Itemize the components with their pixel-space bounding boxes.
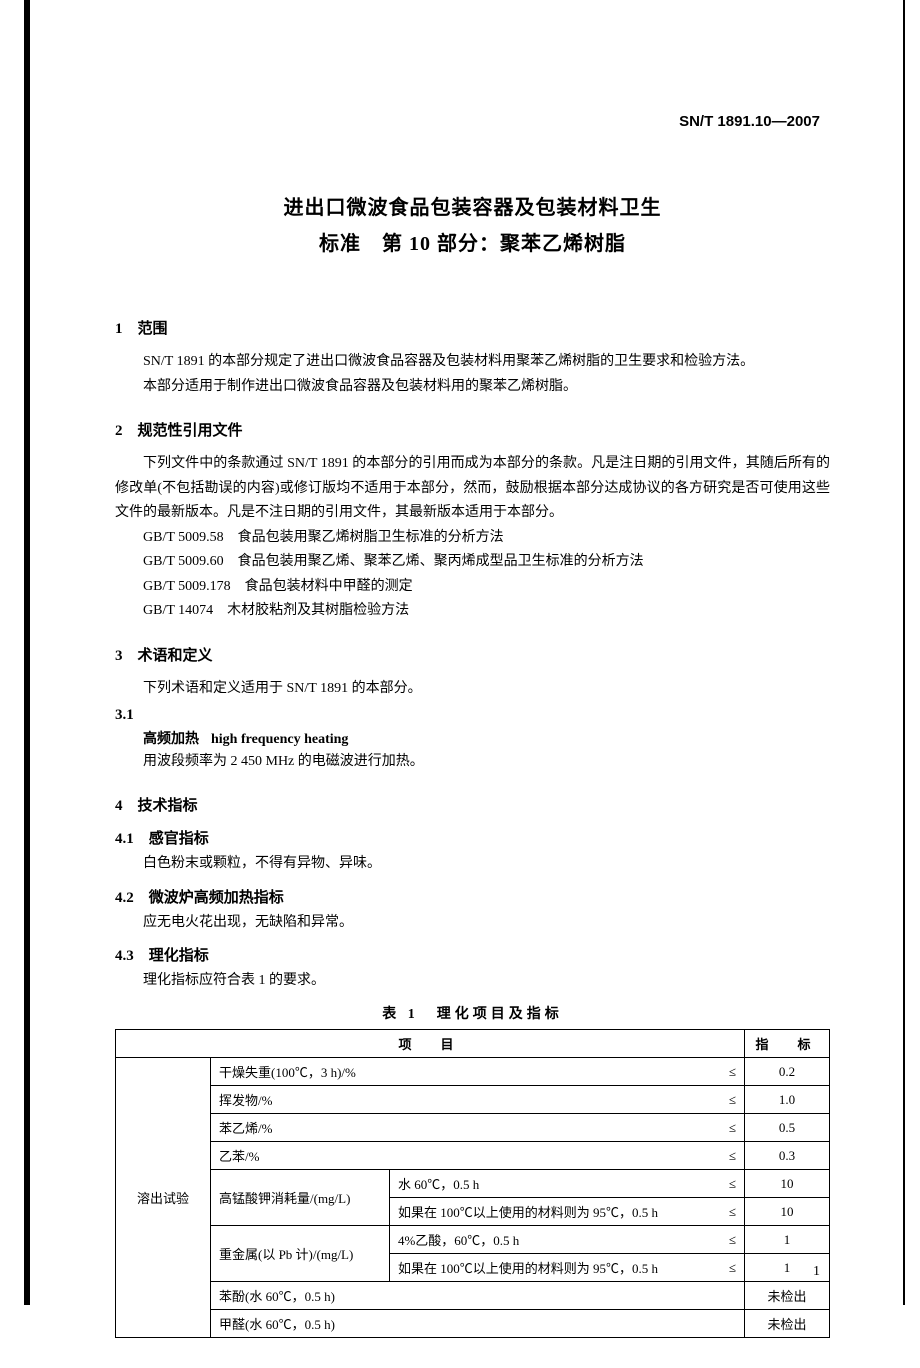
section-4-3-para: 理化指标应符合表 1 的要求。: [115, 969, 830, 993]
table-row: 乙苯/% ≤ 0.3: [116, 1142, 830, 1170]
value-cell: 0.3: [745, 1142, 830, 1170]
reference-4: GB/T 14074 木材胶粘剂及其树脂检验方法: [115, 599, 830, 624]
item-cell: 甲醛(水 60℃，0.5 h): [211, 1310, 745, 1338]
section-3-heading: 3 术语和定义: [115, 644, 830, 665]
value-cell: 10: [745, 1198, 830, 1226]
section-3-para-1: 下列术语和定义适用于 SN/T 1891 的本部分。: [115, 677, 830, 702]
operator-cell: ≤: [717, 1114, 745, 1142]
group-cell: 重金属(以 Pb 计)/(mg/L): [211, 1226, 390, 1282]
condition-cell: 水 60℃，0.5 h: [389, 1170, 716, 1198]
operator-cell: ≤: [717, 1142, 745, 1170]
reference-1: GB/T 5009.58 食品包装用聚乙烯树脂卫生标准的分析方法: [115, 526, 830, 551]
term-number: 3.1: [115, 707, 830, 724]
section-4-1-para: 白色粉末或颗粒，不得有异物、异味。: [115, 852, 830, 876]
item-cell: 苯酚(水 60℃，0.5 h): [211, 1282, 745, 1310]
term-name: 高频加热 high frequency heating: [115, 728, 830, 748]
section-4-2-para: 应无电火花出现，无缺陷和异常。: [115, 911, 830, 935]
table-row: 甲醛(水 60℃，0.5 h) 未检出: [116, 1310, 830, 1338]
condition-cell: 如果在 100℃以上使用的材料则为 95℃，0.5 h: [389, 1198, 716, 1226]
operator-cell: ≤: [717, 1254, 745, 1282]
section-1-para-2: 本部分适用于制作进出口微波食品容器及包装材料用的聚苯乙烯树脂。: [115, 375, 830, 400]
item-cell: 苯乙烯/%: [211, 1114, 717, 1142]
item-cell: 挥发物/%: [211, 1086, 717, 1114]
table-row: 重金属(以 Pb 计)/(mg/L) 4%乙酸，60℃，0.5 h ≤ 1: [116, 1226, 830, 1254]
operator-cell: ≤: [717, 1058, 745, 1086]
reference-3: GB/T 5009.178 食品包装材料中甲醛的测定: [115, 575, 830, 600]
section-4-3-heading: 4.3 理化指标: [115, 944, 830, 965]
title-line-1: 进出口微波食品包装容器及包装材料卫生: [115, 190, 830, 226]
term-definition: 用波段频率为 2 450 MHz 的电磁波进行加热。: [115, 750, 830, 774]
table-row: 溶出试验 干燥失重(100℃，3 h)/% ≤ 0.2: [116, 1058, 830, 1086]
value-cell: 1: [745, 1226, 830, 1254]
value-cell: 未检出: [745, 1310, 830, 1338]
value-cell: 1.0: [745, 1086, 830, 1114]
table-row: 苯酚(水 60℃，0.5 h) 未检出: [116, 1282, 830, 1310]
operator-cell: ≤: [717, 1226, 745, 1254]
header-item: 项 目: [116, 1030, 745, 1058]
reference-2: GB/T 5009.60 食品包装用聚乙烯、聚苯乙烯、聚丙烯成型品卫生标准的分析…: [115, 550, 830, 575]
table-row: 苯乙烯/% ≤ 0.5: [116, 1114, 830, 1142]
value-cell: 10: [745, 1170, 830, 1198]
operator-cell: ≤: [717, 1086, 745, 1114]
page-number: 1: [813, 1264, 820, 1280]
section-4-2-heading: 4.2 微波炉高频加热指标: [115, 886, 830, 907]
operator-cell: ≤: [717, 1198, 745, 1226]
table-row: 挥发物/% ≤ 1.0: [116, 1086, 830, 1114]
table-row: 高锰酸钾消耗量/(mg/L) 水 60℃，0.5 h ≤ 10: [116, 1170, 830, 1198]
condition-cell: 4%乙酸，60℃，0.5 h: [389, 1226, 716, 1254]
category-cell: 溶出试验: [116, 1058, 211, 1338]
section-1-para-1: SN/T 1891 的本部分规定了进出口微波食品容器及包装材料用聚苯乙烯树脂的卫…: [115, 350, 830, 375]
header-value: 指 标: [745, 1030, 830, 1058]
section-2-para-1: 下列文件中的条款通过 SN/T 1891 的本部分的引用而成为本部分的条款。凡是…: [115, 452, 830, 526]
term-cn: 高频加热: [143, 732, 199, 747]
title-line-2: 标准 第 10 部分：聚苯乙烯树脂: [115, 226, 830, 262]
spec-table: 项 目 指 标 溶出试验 干燥失重(100℃，3 h)/% ≤ 0.2 挥发物/…: [115, 1029, 830, 1338]
item-cell: 乙苯/%: [211, 1142, 717, 1170]
section-4-1-heading: 4.1 感官指标: [115, 827, 830, 848]
section-1-heading: 1 范围: [115, 317, 830, 338]
section-4-heading: 4 技术指标: [115, 794, 830, 815]
operator-cell: ≤: [717, 1170, 745, 1198]
term-en: high frequency heating: [211, 732, 348, 747]
table-header-row: 项 目 指 标: [116, 1030, 830, 1058]
group-cell: 高锰酸钾消耗量/(mg/L): [211, 1170, 390, 1226]
title-block: 进出口微波食品包装容器及包装材料卫生 标准 第 10 部分：聚苯乙烯树脂: [115, 190, 830, 262]
item-cell: 干燥失重(100℃，3 h)/%: [211, 1058, 717, 1086]
document-id: SN/T 1891.10—2007: [679, 113, 820, 130]
value-cell: 未检出: [745, 1282, 830, 1310]
table-caption: 表 1 理化项目及指标: [115, 1003, 830, 1023]
condition-cell: 如果在 100℃以上使用的材料则为 95℃，0.5 h: [389, 1254, 716, 1282]
value-cell: 0.5: [745, 1114, 830, 1142]
section-2-heading: 2 规范性引用文件: [115, 419, 830, 440]
value-cell: 0.2: [745, 1058, 830, 1086]
page-content: SN/T 1891.10—2007 进出口微波食品包装容器及包装材料卫生 标准 …: [0, 0, 920, 1368]
